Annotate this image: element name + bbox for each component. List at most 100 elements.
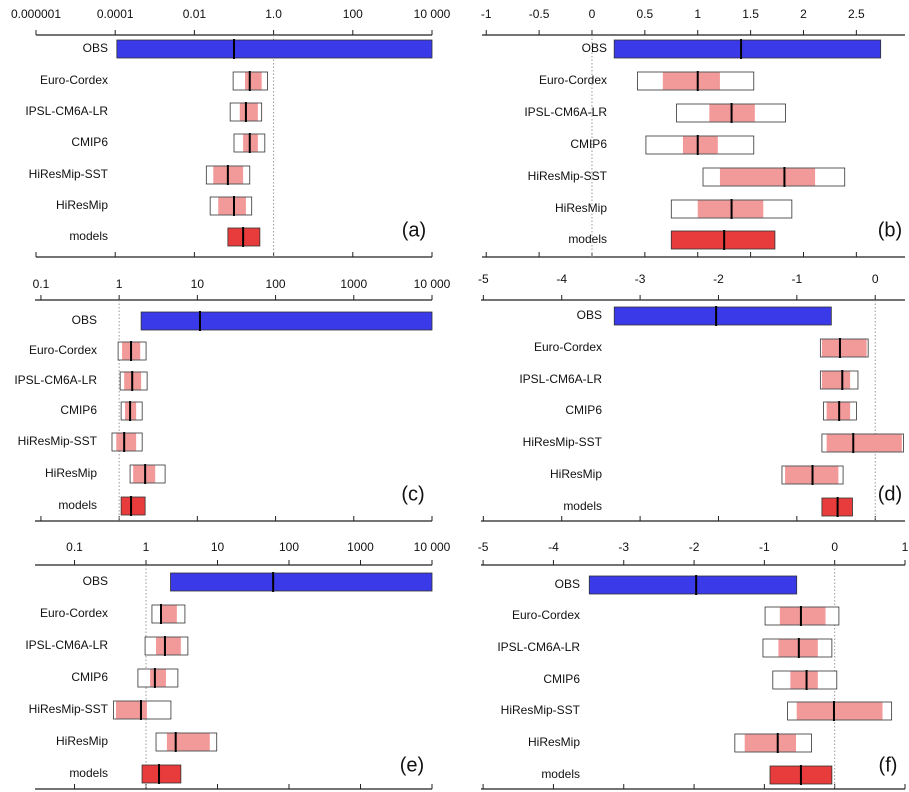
category-label: HiResMip-SST xyxy=(528,169,608,183)
x-tick-label: 0.01 xyxy=(183,7,207,21)
range-bar xyxy=(170,572,433,592)
category-label: OBS xyxy=(582,41,607,55)
range-bar xyxy=(670,230,776,250)
category-label: HiResMip xyxy=(555,201,607,215)
x-tick-label: 1.5 xyxy=(742,7,759,21)
category-label: CMIP6 xyxy=(71,670,108,684)
x-tick-label: 1 xyxy=(694,7,701,21)
category-label: CMIP6 xyxy=(71,135,108,149)
inner-range xyxy=(821,371,851,389)
x-tick-label: 2 xyxy=(800,7,807,21)
panel-letter: (a) xyxy=(402,219,426,241)
x-tick-label: -3 xyxy=(618,540,629,554)
x-tick-label: 0.1 xyxy=(33,277,50,291)
category-label: models xyxy=(563,499,602,513)
inner-range xyxy=(821,339,867,357)
panel-letter: (b) xyxy=(878,219,902,241)
category-label: HiResMip xyxy=(56,734,108,748)
category-label: models xyxy=(69,229,108,243)
inner-range xyxy=(150,669,166,687)
category-label: HiResMip-SST xyxy=(29,702,109,716)
category-label: models xyxy=(69,766,108,780)
x-tick-label: -1 xyxy=(759,540,770,554)
inner-range xyxy=(166,733,210,751)
category-label: OBS xyxy=(555,577,580,591)
x-tick-label: 1 xyxy=(143,540,150,554)
x-tick-label: -5 xyxy=(478,540,489,554)
x-tick-label: 0.000001 xyxy=(11,7,61,21)
range-bar xyxy=(613,39,882,59)
category-label: Euro-Cordex xyxy=(512,608,580,622)
category-label: CMIP6 xyxy=(543,672,580,686)
x-tick-label: -4 xyxy=(548,540,559,554)
category-label: IPSL-CM6A-LR xyxy=(25,104,108,118)
x-tick-label: 1 xyxy=(902,540,909,554)
range-bar xyxy=(613,306,832,326)
x-tick-label: 1000 xyxy=(340,277,367,291)
panel-letter: (f) xyxy=(879,754,898,776)
inner-range xyxy=(796,702,883,720)
x-tick-label: -1 xyxy=(481,7,492,21)
x-tick-label: 2.5 xyxy=(848,7,865,21)
x-tick-label: 0 xyxy=(831,540,838,554)
category-label: OBS xyxy=(577,308,602,322)
x-tick-label: 0.0001 xyxy=(97,7,134,21)
x-tick-label: -0.5 xyxy=(529,7,550,21)
range-bar xyxy=(141,764,182,784)
inner-range xyxy=(115,701,147,719)
category-label: OBS xyxy=(83,41,108,55)
inner-range xyxy=(161,605,177,623)
category-label: Euro-Cordex xyxy=(29,343,97,357)
category-label: models xyxy=(541,767,580,781)
x-tick-label: -2 xyxy=(689,540,700,554)
category-label: OBS xyxy=(83,574,108,588)
category-label: IPSL-CM6A-LR xyxy=(519,372,602,386)
inner-range xyxy=(245,72,262,90)
category-label: CMIP6 xyxy=(565,403,602,417)
inner-range xyxy=(218,197,246,215)
category-label: HiResMip xyxy=(550,467,602,481)
inner-range xyxy=(790,671,818,689)
inner-range xyxy=(744,734,797,752)
category-label: CMIP6 xyxy=(60,403,97,417)
inner-range xyxy=(826,434,902,452)
x-tick-label: 100 xyxy=(343,7,363,21)
x-tick-label: 10 xyxy=(211,540,225,554)
category-label: models xyxy=(58,498,97,512)
x-tick-label: 1000 xyxy=(347,540,374,554)
category-label: HiResMip xyxy=(528,735,580,749)
category-label: CMIP6 xyxy=(570,137,607,151)
category-label: HiResMip-SST xyxy=(501,703,581,717)
panel-letter: (c) xyxy=(401,483,424,505)
category-label: IPSL-CM6A-LR xyxy=(524,105,607,119)
x-tick-label: 10 000 xyxy=(414,7,451,21)
category-label: HiResMip-SST xyxy=(29,167,109,181)
category-label: Euro-Cordex xyxy=(539,73,607,87)
inner-range xyxy=(116,433,137,451)
x-tick-label: 0 xyxy=(589,7,596,21)
x-tick-label: -2 xyxy=(713,272,724,286)
x-tick-label: 1 xyxy=(116,277,123,291)
category-label: models xyxy=(568,232,607,246)
inner-range xyxy=(682,136,718,154)
inner-range xyxy=(779,607,826,625)
category-label: HiResMip-SST xyxy=(18,434,98,448)
category-label: IPSL-CM6A-LR xyxy=(497,640,580,654)
x-tick-label: -4 xyxy=(556,272,567,286)
panel-letter: (d) xyxy=(878,483,902,505)
inner-range xyxy=(156,637,181,655)
x-tick-label: 100 xyxy=(266,277,286,291)
range-bar xyxy=(140,311,433,331)
inner-range xyxy=(697,200,764,218)
x-tick-label: 0.1 xyxy=(66,540,83,554)
category-label: IPSL-CM6A-LR xyxy=(25,638,108,652)
x-tick-label: 100 xyxy=(279,540,299,554)
range-bar xyxy=(116,39,433,59)
x-tick-label: -1 xyxy=(792,272,803,286)
x-tick-label: 1.0 xyxy=(265,7,282,21)
category-label: OBS xyxy=(72,313,97,327)
category-label: HiResMip-SST xyxy=(523,435,603,449)
range-bar xyxy=(120,496,146,516)
